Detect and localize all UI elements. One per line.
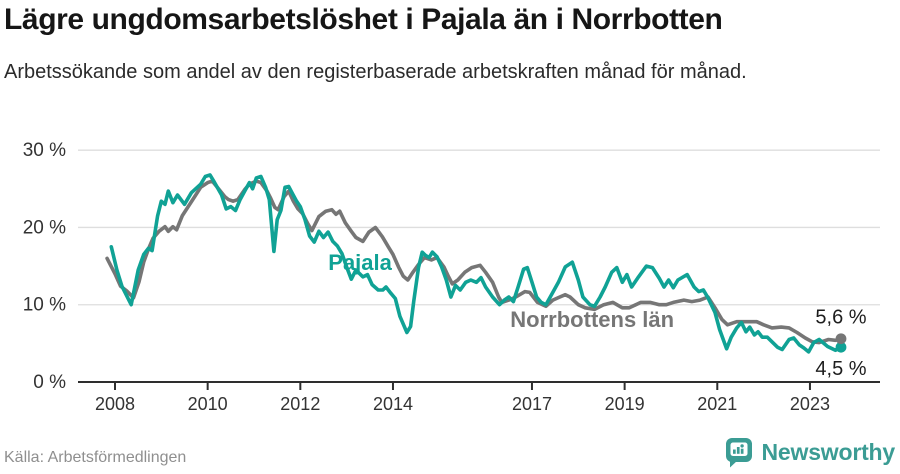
x-tick-label: 2017 (512, 394, 552, 414)
source-note: Källa: Arbetsförmedlingen (4, 449, 187, 466)
series-label-norrbottens-l-n: Norrbottens län (510, 307, 674, 332)
newsworthy-brand-text: Newsworthy (761, 438, 896, 465)
y-tick-label: 10 % (23, 295, 66, 316)
page-title: Lägre ungdomsarbetslöshet i Pajala än i … (4, 3, 723, 36)
y-tick-label: 20 % (23, 217, 66, 238)
series-end-dot-pajala (835, 341, 847, 353)
newsworthy-logo: Newsworthy (724, 436, 895, 468)
series-label-pajala: Pajala (328, 250, 392, 275)
y-tick-label: 0 % (33, 372, 66, 393)
x-tick-label: 2008 (95, 394, 135, 414)
x-tick-label: 2010 (188, 394, 228, 414)
x-tick-label: 2012 (280, 394, 320, 414)
series-end-value-pajala: 4,5 % (815, 358, 866, 380)
line-chart: 0 %10 %20 %30 %2008 2010 2012 2014 2017 2019 2… (23, 140, 880, 414)
x-tick-label: 2021 (697, 394, 737, 414)
series-end-dot-norrbottens-l-n (835, 333, 847, 345)
series-end-value-norrbottens-l-n: 5,6 % (815, 307, 866, 329)
x-tick-label: 2019 (605, 394, 645, 414)
chart-subtitle: Arbetssökande som andel av den registerb… (4, 61, 747, 83)
x-tick-label: 2023 (790, 394, 830, 414)
x-tick-label: 2014 (373, 394, 413, 414)
series-line-norrbottens-l-n (105, 179, 843, 345)
x-axis: 2008 2010 2012 2014 2017 2019 2021 2023 (95, 382, 830, 414)
y-grid: 0 % 10 % 20 % 30 % (23, 140, 880, 393)
y-tick-label: 30 % (23, 140, 66, 161)
newsworthy-logo-icon (725, 438, 752, 468)
series-line-pajala (109, 173, 843, 354)
